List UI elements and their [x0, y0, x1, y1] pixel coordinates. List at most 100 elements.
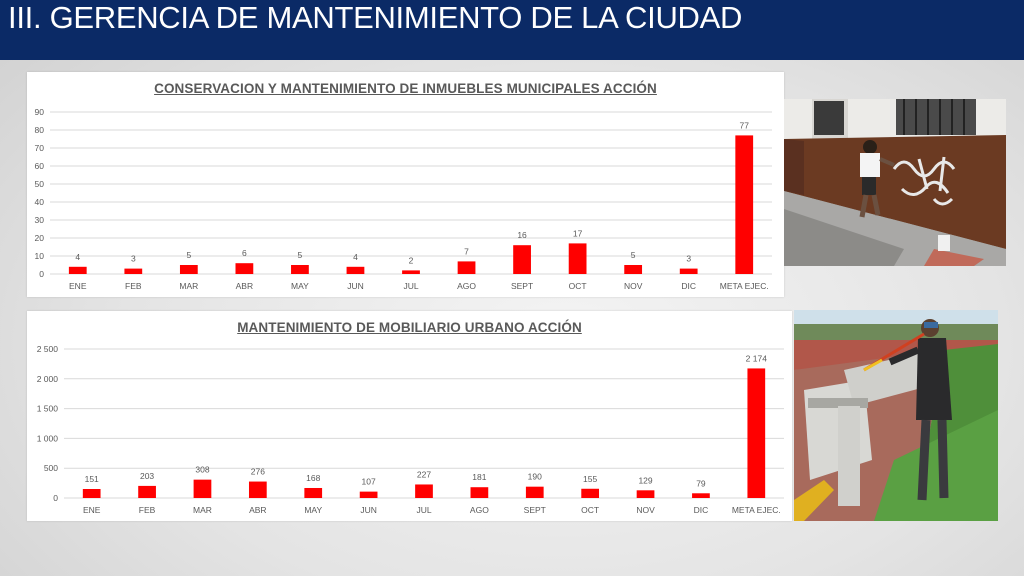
bar: [179, 265, 198, 274]
x-tick-label: SEPT: [511, 281, 533, 291]
bar: [193, 479, 212, 498]
x-tick-label: MAR: [193, 505, 212, 515]
chart-panel-mobiliario: MANTENIMIENTO DE MOBILIARIO URBANO ACCIÓ…: [27, 311, 792, 521]
data-label: 5: [186, 250, 191, 260]
data-label: 3: [131, 254, 136, 264]
bar: [735, 135, 754, 274]
y-tick-label: 80: [35, 125, 45, 135]
data-label: 4: [75, 252, 80, 262]
bar: [679, 268, 698, 274]
x-tick-label: NOV: [636, 505, 655, 515]
x-tick-label: JUL: [416, 505, 431, 515]
data-label: 2 174: [746, 353, 768, 363]
y-tick-label: 90: [35, 107, 45, 117]
y-tick-label: 60: [35, 161, 45, 171]
data-label: 181: [472, 472, 486, 482]
y-tick-label: 50: [35, 179, 45, 189]
x-tick-label: DIC: [681, 281, 696, 291]
chart-title-inmuebles: CONSERVACION Y MANTENIMIENTO DE INMUEBLE…: [154, 81, 657, 96]
data-label: 107: [362, 477, 376, 487]
bar: [457, 261, 476, 274]
slide-header: III. GERENCIA DE MANTENIMIENTO DE LA CIU…: [0, 0, 1024, 60]
bar: [525, 486, 544, 498]
data-label: 308: [195, 465, 209, 475]
data-label: 17: [573, 228, 583, 238]
x-tick-label: DIC: [694, 505, 709, 515]
bar: [636, 490, 655, 498]
bar: [248, 481, 267, 498]
bar: [415, 484, 433, 498]
data-label: 151: [85, 474, 99, 484]
chart-panel-inmuebles: CONSERVACION Y MANTENIMIENTO DE INMUEBLE…: [27, 72, 784, 297]
x-tick-label: MAY: [291, 281, 309, 291]
x-tick-label: JUN: [360, 505, 377, 515]
bar: [624, 265, 643, 274]
y-tick-label: 2 500: [37, 344, 59, 354]
bar: [470, 487, 489, 498]
y-tick-label: 70: [35, 143, 45, 153]
y-tick-label: 1 500: [37, 404, 59, 414]
bar: [68, 266, 87, 274]
data-label: 4: [353, 252, 358, 262]
bar: [513, 245, 531, 274]
bar: [359, 491, 378, 498]
bar: [568, 243, 587, 274]
x-tick-label: META EJEC.: [720, 281, 769, 291]
y-tick-label: 40: [35, 197, 45, 207]
x-tick-label: OCT: [569, 281, 587, 291]
bar: [346, 266, 365, 274]
bar: [138, 485, 156, 498]
chart-title-mobiliario: MANTENIMIENTO DE MOBILIARIO URBANO ACCIÓ…: [237, 320, 582, 335]
y-tick-label: 1 000: [37, 433, 59, 443]
data-label: 2: [409, 255, 414, 265]
x-tick-label: AGO: [470, 505, 489, 515]
slide-title: III. GERENCIA DE MANTENIMIENTO DE LA CIU…: [8, 0, 743, 35]
x-tick-label: ENE: [83, 505, 101, 515]
bar: [581, 488, 600, 498]
data-label: 276: [251, 467, 265, 477]
x-tick-label: FEB: [139, 505, 156, 515]
data-label: 129: [638, 475, 652, 485]
x-tick-label: SEPT: [524, 505, 546, 515]
x-tick-label: NOV: [624, 281, 643, 291]
bar: [235, 263, 254, 274]
data-label: 203: [140, 471, 154, 481]
photo-bench-painting: [794, 310, 998, 521]
data-label: 5: [631, 250, 636, 260]
data-label: 3: [686, 254, 691, 264]
x-tick-label: OCT: [581, 505, 599, 515]
photo-graffiti-cleaning: [784, 99, 1006, 266]
data-label: 79: [696, 478, 706, 488]
y-tick-label: 20: [35, 233, 45, 243]
bar: [402, 270, 420, 274]
x-tick-label: JUN: [347, 281, 364, 291]
y-tick-label: 500: [44, 463, 58, 473]
bar: [747, 368, 766, 498]
x-tick-label: MAY: [304, 505, 322, 515]
bar: [304, 487, 323, 498]
data-label: 190: [528, 472, 542, 482]
data-label: 7: [464, 246, 469, 256]
bar: [124, 268, 143, 274]
y-tick-label: 0: [39, 269, 44, 279]
x-tick-label: FEB: [125, 281, 142, 291]
bar: [692, 493, 710, 498]
data-label: 16: [517, 230, 527, 240]
data-label: 6: [242, 248, 247, 258]
x-tick-label: ABR: [249, 505, 266, 515]
x-tick-label: ENE: [69, 281, 87, 291]
data-label: 155: [583, 474, 597, 484]
bar-chart-inmuebles: 0 10 20 30 40 50 60 70 80 90 4 ENE 3 FEB 5 MAR 6 ABR 5 MAY 4…: [35, 107, 772, 291]
y-tick-label: 2 000: [37, 374, 59, 384]
data-label: 77: [739, 120, 749, 130]
data-label: 5: [298, 250, 303, 260]
bar: [291, 265, 309, 274]
y-tick-label: 30: [35, 215, 45, 225]
x-tick-label: AGO: [457, 281, 476, 291]
x-tick-label: JUL: [403, 281, 418, 291]
x-tick-label: META EJEC.: [732, 505, 781, 515]
x-tick-label: ABR: [236, 281, 253, 291]
x-tick-label: MAR: [179, 281, 198, 291]
y-tick-label: 10: [35, 251, 45, 261]
data-label: 227: [417, 469, 431, 479]
